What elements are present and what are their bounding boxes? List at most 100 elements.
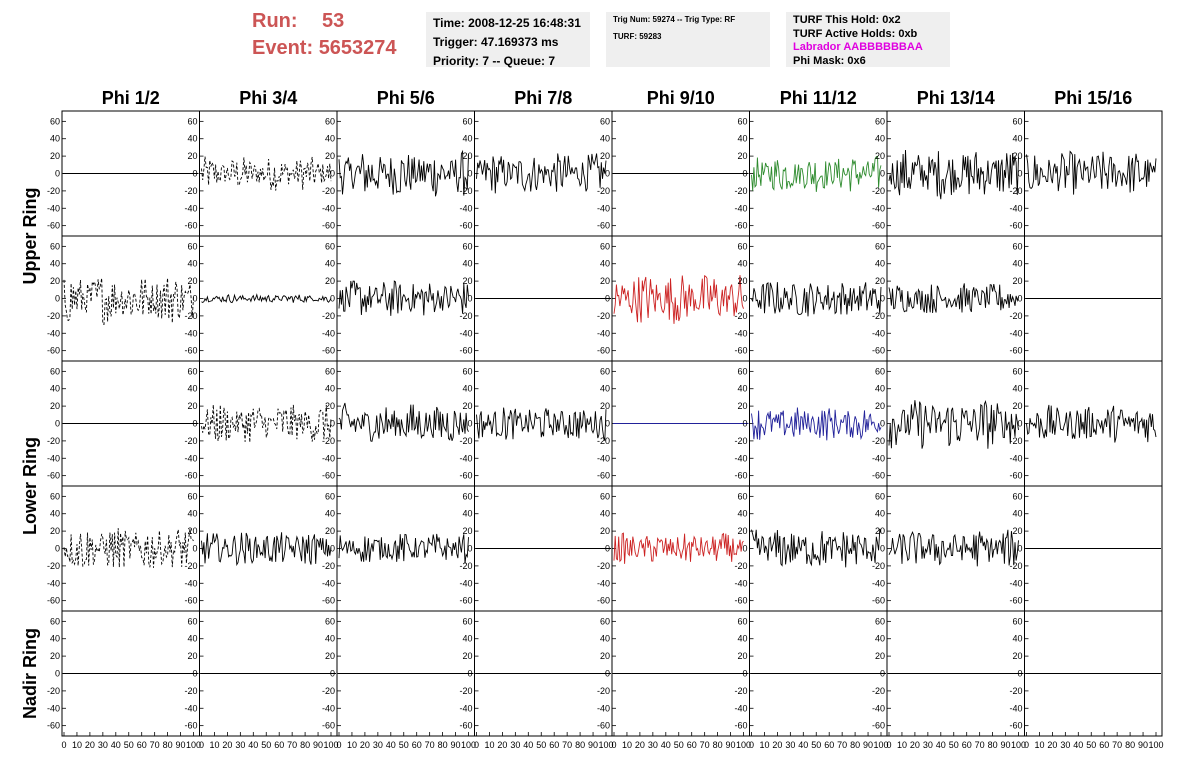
x-tick-label: 50 <box>536 740 546 750</box>
y-tick-label: -40 <box>597 578 610 588</box>
priority-text: Priority: 7 -- Queue: 7 <box>433 54 556 68</box>
y-tick-label: 0 <box>55 544 60 554</box>
y-tick-label: -60 <box>872 346 885 356</box>
time-text: Time: 2008-12-25 16:48:31 <box>433 16 581 30</box>
y-tick-label: 0 <box>1017 419 1022 429</box>
y-tick-label: -40 <box>184 328 197 338</box>
y-tick-label: 40 <box>50 634 60 644</box>
waveform-panel: 60 40 20 0 -20 -40 -60 <box>872 110 1025 237</box>
waveform-trace <box>1026 404 1157 443</box>
y-tick-label: 20 <box>875 151 885 161</box>
x-tick-label: 20 <box>772 740 782 750</box>
y-tick-label: 20 <box>600 401 610 411</box>
x-tick-label: 80 <box>850 740 860 750</box>
trig-info-panel: Trig Num: 59274 -- Trig Type: RF TURF: 5… <box>606 12 770 67</box>
y-tick-label: -60 <box>597 346 610 356</box>
waveform-trace <box>338 149 469 197</box>
y-tick-label: -60 <box>459 221 472 231</box>
y-tick-label: 40 <box>1012 509 1022 519</box>
x-tick-label: 0 <box>61 740 66 750</box>
y-tick-label: -60 <box>184 471 197 481</box>
run-label: Run: <box>252 10 298 32</box>
y-tick-label: -20 <box>459 686 472 696</box>
x-tick-label: 10 <box>759 740 769 750</box>
y-tick-label: 60 <box>187 241 197 251</box>
waveform-trace <box>751 155 882 192</box>
x-tick-label: 90 <box>588 740 598 750</box>
x-tick-label: 100 <box>736 740 751 750</box>
y-tick-label: 60 <box>462 116 472 126</box>
y-tick-label: 60 <box>50 616 60 626</box>
y-tick-label: -60 <box>597 596 610 606</box>
y-tick-label: 0 <box>742 169 747 179</box>
x-tick-label: 10 <box>622 740 632 750</box>
y-tick-label: -40 <box>459 203 472 213</box>
waveform-panel: 60 40 20 0 -20 -40 -60 <box>734 610 888 737</box>
y-tick-label: 40 <box>600 259 610 269</box>
y-tick-label: -20 <box>1009 311 1022 321</box>
waveform-panel: 60 40 20 0 -20 -40 -60 <box>734 360 888 487</box>
waveform-panel: 60 40 20 0 -20 -40 -60 <box>184 110 338 237</box>
y-tick-label: -20 <box>459 561 472 571</box>
y-tick-label: -40 <box>1009 453 1022 463</box>
y-tick-label: -40 <box>734 203 747 213</box>
y-tick-label: 40 <box>600 384 610 394</box>
x-tick-label: 60 <box>824 740 834 750</box>
waveform-panel: 60 40 20 0 -20 -40 -60 <box>459 360 613 487</box>
y-tick-label: -40 <box>322 203 335 213</box>
waveform-panel: 60 40 20 0 -20 -40 -60 <box>597 235 750 362</box>
y-tick-label: 0 <box>467 419 472 429</box>
waveform-panel: 60 40 20 0 -20 -40 -60 <box>1009 485 1163 612</box>
event-value: 5653274 <box>318 37 397 59</box>
y-tick-label: -40 <box>47 203 60 213</box>
y-tick-label: 20 <box>187 151 197 161</box>
x-tick-label: 100 <box>598 740 613 750</box>
y-tick-label: -40 <box>597 453 610 463</box>
x-tick-label: 20 <box>222 740 232 750</box>
y-tick-label: -20 <box>734 561 747 571</box>
x-tick-label: 80 <box>1125 740 1135 750</box>
y-tick-label: 20 <box>1012 651 1022 661</box>
y-tick-label: 20 <box>875 526 885 536</box>
y-tick-label: 40 <box>737 634 747 644</box>
y-tick-label: 60 <box>600 616 610 626</box>
y-tick-label: 20 <box>50 151 60 161</box>
x-tick-label: 30 <box>235 740 245 750</box>
y-tick-label: 20 <box>187 526 197 536</box>
x-tick-label: 40 <box>111 740 121 750</box>
y-tick-label: 20 <box>1012 276 1022 286</box>
x-tick-label: 30 <box>98 740 108 750</box>
waveform-panel: 60 40 20 0 -20 -40 -60 <box>184 360 338 487</box>
y-tick-label: 60 <box>600 366 610 376</box>
time-info-panel: Time: 2008-12-25 16:48:31 Trigger: 47.16… <box>426 12 590 68</box>
x-tick-label: 90 <box>451 740 461 750</box>
y-tick-label: 40 <box>325 384 335 394</box>
y-tick-label: 0 <box>55 419 60 429</box>
y-tick-label: 0 <box>192 544 197 554</box>
x-tick-label: 0 <box>1024 740 1029 750</box>
ring-label: Lower Ring <box>20 437 40 535</box>
y-tick-label: -60 <box>1009 596 1022 606</box>
y-tick-label: 20 <box>737 401 747 411</box>
x-tick-label: 40 <box>248 740 258 750</box>
y-tick-label: 20 <box>737 276 747 286</box>
y-tick-label: -20 <box>47 686 60 696</box>
y-tick-label: 60 <box>875 116 885 126</box>
y-tick-label: 0 <box>742 669 747 679</box>
y-tick-label: 0 <box>605 169 610 179</box>
x-tick-label: 60 <box>274 740 284 750</box>
x-tick-label: 30 <box>785 740 795 750</box>
waveform-trace <box>888 400 1019 449</box>
x-tick-label: 20 <box>635 740 645 750</box>
y-tick-label: -20 <box>872 436 885 446</box>
y-tick-label: -60 <box>184 221 197 231</box>
y-tick-label: 20 <box>187 651 197 661</box>
x-tick-label: 30 <box>648 740 658 750</box>
y-tick-label: 20 <box>50 276 60 286</box>
waveform-trace <box>888 149 1019 200</box>
x-tick-label: 50 <box>811 740 821 750</box>
y-tick-label: -60 <box>459 596 472 606</box>
y-tick-label: 0 <box>880 419 885 429</box>
waveform-panel: 60 40 20 0 -20 -40 -60 <box>47 235 200 362</box>
